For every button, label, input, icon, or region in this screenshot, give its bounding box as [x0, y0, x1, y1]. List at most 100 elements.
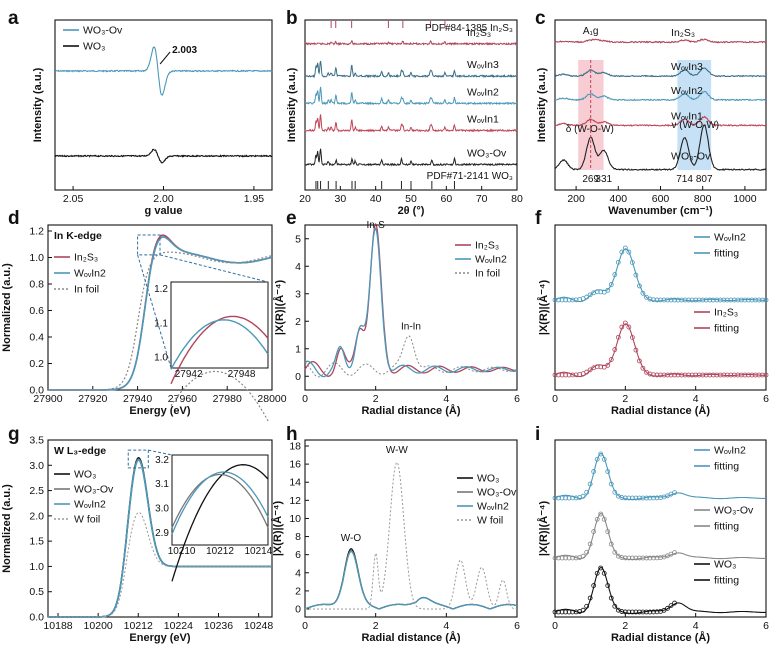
- zoom-box: [127, 449, 149, 469]
- series-WO3-Ov: [54, 46, 273, 96]
- inset-y-tick-label: 1.0: [154, 353, 168, 364]
- x-tick-label: 10212: [124, 620, 153, 632]
- fit-point: [724, 372, 730, 378]
- inset-series-WO3-Ov: [171, 473, 269, 528]
- fit-point: [559, 297, 565, 303]
- series-WOvIn3: [304, 60, 518, 79]
- fit-point: [563, 495, 568, 501]
- y-axis-label: Normalized (a.u.): [1, 263, 13, 352]
- fit-point: [703, 297, 709, 303]
- fit-point: [566, 555, 572, 561]
- fit-point: [700, 372, 706, 378]
- panel-title: W L₃-edge: [54, 445, 106, 457]
- fit-point: [647, 609, 653, 615]
- fit-point: [556, 609, 561, 615]
- fit-point: [651, 372, 656, 378]
- fit-point: [675, 372, 681, 378]
- peak-annotation: 2.003: [172, 45, 197, 56]
- fit-point: [622, 245, 628, 251]
- fit-point: [731, 297, 737, 303]
- x-axis-label: Wavenumber (cm⁻¹): [608, 205, 713, 217]
- fit-point: [552, 372, 558, 378]
- fit-point: [731, 372, 737, 378]
- fit-point: [693, 297, 699, 303]
- legend-In foil-label: In foil: [74, 284, 99, 296]
- fit-point: [580, 553, 586, 559]
- series-fitting-WO3-Ov-: [552, 511, 677, 561]
- ref-label-bottom: PDF#71-2141 WO₃: [427, 171, 513, 182]
- zoom-box: [137, 234, 161, 256]
- panel-a: a 2.05 2.00 1.95 g value Intensity (a.u.) WO₃-…: [8, 8, 273, 217]
- fit-point: [619, 249, 625, 255]
- mode-label-a1g: A₁g: [583, 26, 599, 37]
- fit-point: [615, 334, 621, 340]
- x-tick-label: 10236: [204, 620, 233, 632]
- x-axis-label: Radial distance (Å): [361, 631, 460, 644]
- fit-point: [710, 372, 716, 378]
- y-axis-label: |X(R)|(Å⁻⁴): [537, 501, 550, 557]
- annotation-w-o: W-O: [341, 533, 362, 544]
- fit-point: [626, 609, 632, 615]
- fit-point: [608, 595, 614, 601]
- fit-point: [668, 603, 674, 608]
- fit-point: [717, 372, 723, 378]
- x-tick-label: 50: [405, 193, 417, 205]
- y-tick-label: 0: [295, 604, 301, 616]
- y-tick-label: 2: [295, 316, 301, 328]
- fit-point: [714, 297, 720, 303]
- fit-point: [724, 297, 730, 303]
- fit-point: [651, 555, 656, 561]
- x-axis-label: Radial distance (Å): [611, 631, 710, 644]
- x-tick-label: 70: [476, 193, 488, 205]
- plot-frame: [47, 439, 273, 618]
- series-fitting-WOvIn2-: [552, 451, 677, 501]
- fit-point: [626, 324, 632, 330]
- y-tick-label: 0.2: [29, 358, 44, 370]
- y-tick-label: 1.5: [29, 536, 44, 548]
- y-tick-label: 8: [295, 531, 301, 543]
- x-axis-label: g value: [145, 205, 183, 217]
- x-tick-label: 27940: [123, 393, 152, 405]
- fit-point: [591, 583, 597, 588]
- fit-point: [672, 490, 677, 496]
- x-tick-label: 6: [763, 620, 769, 632]
- fit-point: [651, 495, 656, 501]
- x-tick-label: 800: [694, 193, 712, 205]
- inset-y-tick-label: 1.1: [154, 318, 168, 329]
- fit-point: [661, 372, 667, 378]
- inset-series-WOvIn2: [170, 319, 269, 370]
- fit-point: [598, 565, 604, 571]
- x-tick-label: 10248: [244, 620, 273, 632]
- fit-point: [637, 609, 642, 615]
- series-WOvIn2: [554, 90, 767, 102]
- fit-point: [721, 372, 727, 378]
- fit-point: [760, 372, 765, 378]
- y-tick-label: 3.5: [29, 435, 44, 447]
- plot-frame: [554, 439, 767, 618]
- fit-point: [682, 297, 688, 303]
- x-tick-label: 4: [443, 620, 449, 632]
- fit-point: [552, 495, 558, 501]
- panel-letter: i: [535, 424, 540, 445]
- x-tick-label: 60: [440, 193, 452, 205]
- fit-point: [637, 495, 642, 501]
- series-label-WOvIn2: WₒᵥIn2: [671, 85, 703, 97]
- legend-WOvIn2-label: WₒᵥIn2: [477, 501, 509, 513]
- panel-c: c 200 400 600 800 1000 Wavenumber (cm⁻¹) Intens…: [535, 8, 767, 217]
- y-tick-label: 0.6: [29, 305, 44, 317]
- series-label-WOvIn3: WₒᵥIn3: [671, 61, 703, 73]
- legend-WO3-Ov-label: WO₃-Ov: [477, 487, 517, 499]
- legend-WO3-label: WO₃: [477, 473, 499, 485]
- y-tick-label: 5: [295, 233, 301, 245]
- fit-point: [647, 495, 653, 501]
- fit-point: [601, 456, 607, 462]
- fit-point: [661, 607, 667, 613]
- panel-letter: f: [535, 208, 542, 229]
- fit-point: [559, 372, 565, 378]
- fit-point: [746, 372, 751, 378]
- x-tick-label: 2.00: [153, 193, 174, 205]
- x-axis-label: Energy (eV): [129, 632, 190, 644]
- fit-point: [622, 555, 628, 561]
- fit-point: [672, 297, 677, 303]
- series-label-WO3-Ov: WO₃-Ov: [671, 151, 711, 163]
